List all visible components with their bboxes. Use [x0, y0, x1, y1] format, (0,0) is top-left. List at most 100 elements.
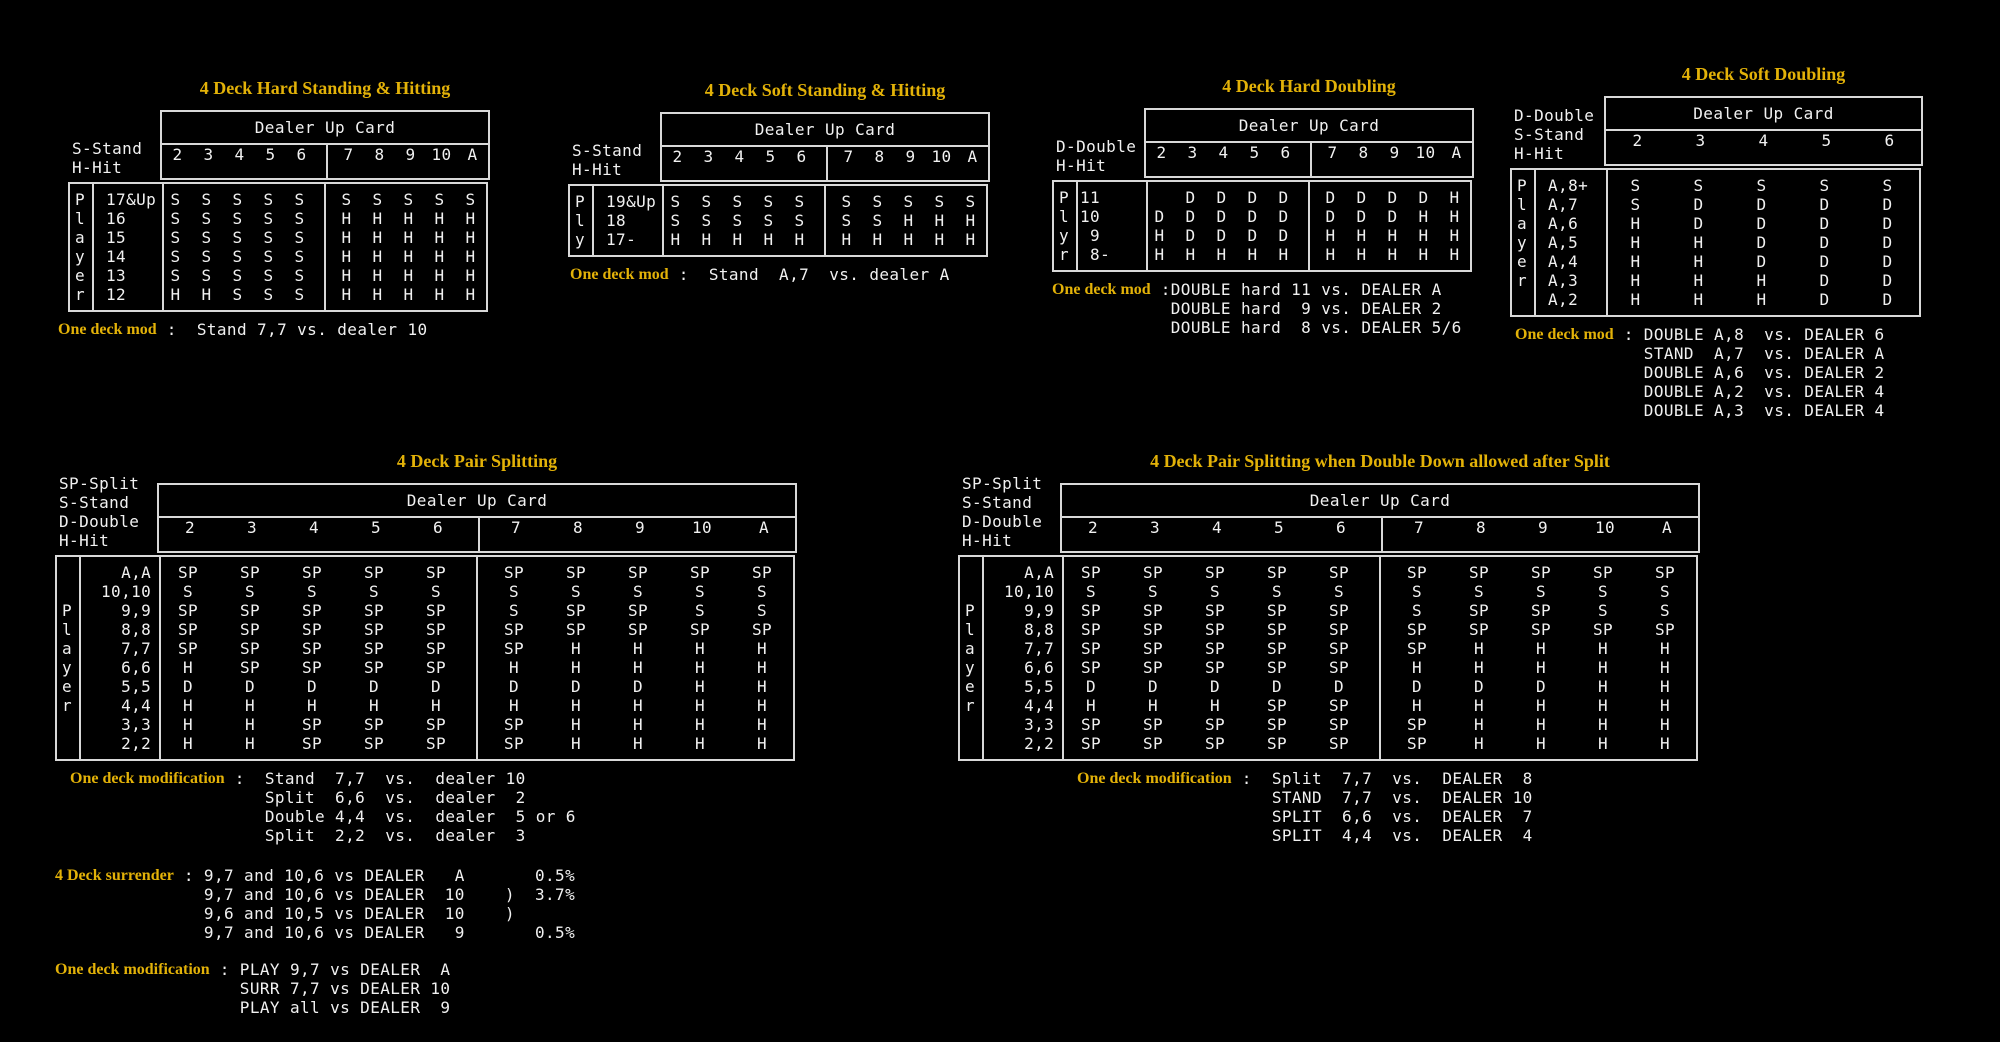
column-divider-line [1606, 170, 1608, 315]
legend: SP-Split S-Stand D-Double H-Hit [59, 474, 139, 550]
strategy-cell: S [263, 247, 274, 266]
strategy-cell: H [434, 209, 445, 228]
legend-line: H-Hit [572, 160, 623, 179]
column-group-gap [467, 715, 483, 734]
column-group-gap [467, 563, 483, 582]
strategy-cell: SP [425, 601, 447, 620]
strategy-cell: SP [1468, 620, 1490, 639]
strategy-cell: S [263, 285, 274, 304]
strategy-cell: SP [565, 620, 587, 639]
dealer-col-label: 2 [1632, 131, 1643, 150]
strategy-cell: H [368, 696, 380, 715]
table-row: a 7,7 SP SP SP SP SP SP H H H H [57, 639, 793, 658]
hand-label: 5,5 [1004, 677, 1055, 696]
strategy-cell: SP [1328, 639, 1350, 658]
strategy-cell: H [1693, 233, 1704, 252]
note-colon: : [173, 866, 204, 885]
dealer-col-label: A [758, 518, 770, 537]
player-label-letter [960, 715, 980, 734]
strategy-cell: SP [425, 620, 447, 639]
hand-label: 17&Up [106, 190, 157, 209]
hand-label: 3,3 [1004, 715, 1055, 734]
strategy-cell: S [263, 228, 274, 247]
dealer-col-label: A [967, 147, 978, 166]
table-row: r 8- H H H H H H H H H H [1054, 245, 1470, 264]
column-divider-line [159, 557, 161, 759]
strategy-cell: H [1325, 245, 1336, 264]
legend-line: H-Hit [1056, 156, 1107, 175]
strategy-cell: S [201, 190, 212, 209]
strategy-cell: H [1449, 188, 1460, 207]
hand-label: 8,8 [1004, 620, 1055, 639]
strategy-cell: SP [301, 715, 323, 734]
strategy-cell: S [763, 211, 774, 230]
table-row: e 5,5 D D D D D D D D H H [960, 677, 1696, 696]
table-row: r 4,4 H H H SP SP H H H H H [960, 696, 1696, 715]
player-label-letter: a [61, 639, 73, 658]
strategy-cell: D [1154, 207, 1165, 226]
table-row: r 4,4 H H H H H H H H H H [57, 696, 793, 715]
strategy-cell: H [794, 230, 805, 249]
hand-label: 15 [106, 228, 127, 247]
note-label: One deck mod [1052, 281, 1151, 298]
hand-label: 10,10 [1004, 582, 1055, 601]
column-group-gap [467, 639, 483, 658]
strategy-cell: SP [1592, 563, 1614, 582]
table-row: 3,3 SP SP SP SP SP SP H H H H [960, 715, 1696, 734]
hand-label: 13 [106, 266, 127, 285]
strategy-cell: S [701, 192, 712, 211]
note-label: One deck modification [1077, 770, 1232, 787]
strategy-cell: H [465, 209, 476, 228]
strategy-cell: SP [239, 563, 261, 582]
table-soft-doubling: 4 Deck Soft Doubling D-Double S-Stand H-Hit… [1510, 64, 1923, 420]
divider-line [324, 184, 326, 310]
player-label-letter: r [74, 285, 86, 304]
strategy-cell: H [1535, 715, 1547, 734]
strategy-cell: S [1411, 601, 1423, 620]
table-row: P 9,9 SP SP SP SP SP S SP SP S S [960, 601, 1696, 620]
column-group-gap [1370, 658, 1386, 677]
dealer-col-label: 7 [1413, 518, 1425, 537]
strategy-cell: S [1630, 195, 1641, 214]
strategy-cell: H [372, 228, 383, 247]
column-divider-line [1076, 182, 1078, 270]
note-colon: : [1613, 325, 1644, 344]
table-row: 2,2 SP SP SP SP SP SP H H H H [960, 734, 1696, 753]
dealer-columns: 2 3 4 5 6 [1606, 131, 1921, 164]
strategy-cell: SP [1080, 734, 1102, 753]
table-pair-splitting-das: 4 Deck Pair Splitting when Double Down a… [958, 451, 1700, 845]
dealer-col-label: 5 [1249, 143, 1260, 162]
strategy-cell [1144, 188, 1175, 207]
strategy-cell: H [903, 230, 914, 249]
dealer-header: Dealer Up Card 2 3 4 5 6 7 8 9 10 A [160, 110, 490, 180]
strategy-cell: H [434, 285, 445, 304]
dealer-col-label: 7 [343, 145, 354, 164]
strategy-cell: H [1693, 290, 1704, 309]
legend-line: S-Stand [962, 493, 1033, 512]
strategy-cell: SP [301, 563, 323, 582]
legend: S-Stand H-Hit [72, 139, 142, 177]
table-row: e A,4 H H D D D [1512, 252, 1919, 271]
column-group-gap [467, 677, 483, 696]
strategy-cell: SP [503, 639, 525, 658]
strategy-cell: H [465, 266, 476, 285]
dealer-col-label: 9 [634, 518, 646, 537]
strategy-cell: H [1473, 715, 1485, 734]
strategy-cell: H [1325, 226, 1336, 245]
strategy-cell: D [182, 677, 194, 696]
player-label-letter: e [1516, 252, 1528, 271]
one-deck-note: One deck mod : DOUBLE hard 11 vs. DEALER … [1052, 280, 1474, 337]
strategy-cell: H [1659, 658, 1671, 677]
strategy-cell: D [1216, 207, 1227, 226]
strategy-cell: H [182, 658, 194, 677]
player-label-letter: P [1058, 188, 1070, 207]
strategy-cell: SP [301, 639, 323, 658]
strategy-grid: SP-Split S-Stand D-Double H-Hit Dealer Up Ca… [55, 474, 797, 761]
table-row: e 5,5 D D D D D D D D H H [57, 677, 793, 696]
strategy-cell: SP [1204, 734, 1226, 753]
strategy-cell: S [263, 190, 274, 209]
strategy-cell: S [1085, 582, 1097, 601]
dealer-col-label: 6 [796, 147, 807, 166]
legend-line: S-Stand [59, 493, 130, 512]
